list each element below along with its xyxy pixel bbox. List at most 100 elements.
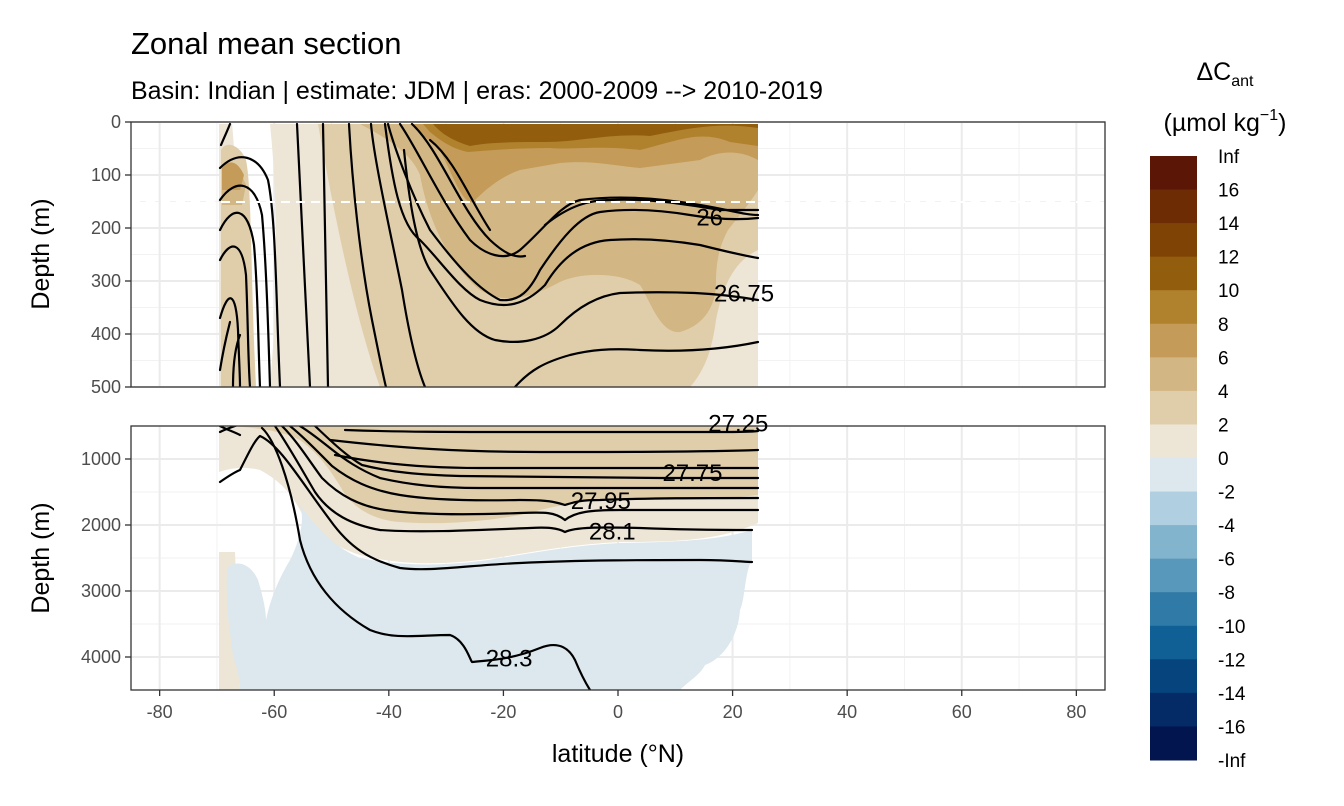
x-tick-label: -60 xyxy=(261,702,287,722)
contour-label: 28.1 xyxy=(589,518,636,545)
legend-label: 10 xyxy=(1218,281,1239,302)
contour-label: 27.95 xyxy=(571,488,631,515)
lower-y-axis: 1000 2000 3000 4000 xyxy=(81,449,131,667)
chart-subtitle: Basin: Indian | estimate: JDM | eras: 20… xyxy=(131,77,823,105)
legend-label: Inf xyxy=(1218,147,1240,168)
legend-swatch xyxy=(1150,491,1197,526)
upper-contour-line xyxy=(410,122,527,258)
legend-label: 8 xyxy=(1218,315,1229,336)
y-tick-label: 1000 xyxy=(81,449,121,469)
y-tick-label: 500 xyxy=(91,377,121,397)
legend-swatch xyxy=(1150,726,1197,761)
x-tick-label: 60 xyxy=(952,702,972,722)
contour-label: 27.25 xyxy=(708,411,768,438)
legend-swatch xyxy=(1150,390,1197,425)
legend-unit-close: ) xyxy=(1278,109,1286,137)
legend-swatch xyxy=(1150,659,1197,694)
legend-swatch xyxy=(1150,290,1197,325)
contour-label: 28.3 xyxy=(486,646,533,673)
x-tick-label: -20 xyxy=(490,702,516,722)
legend-swatch xyxy=(1150,424,1197,459)
lower-contour-line xyxy=(218,434,754,571)
legend-label: -2 xyxy=(1218,483,1235,504)
upper-contour-line xyxy=(218,211,262,387)
contour-label: 26.75 xyxy=(714,281,774,308)
legend-unit-open: (µmol kg xyxy=(1164,109,1260,137)
lower-contour-line xyxy=(273,426,754,534)
lower-contour-line xyxy=(343,428,760,434)
upper-contour-line xyxy=(428,138,492,232)
x-tick-label: 20 xyxy=(723,702,743,722)
upper-fill-10-12 xyxy=(430,124,758,146)
lower-contour-line xyxy=(288,426,760,507)
x-tick-label: 80 xyxy=(1066,702,1086,722)
legend-label: 16 xyxy=(1218,181,1239,202)
legend-label: 12 xyxy=(1218,248,1239,269)
legend-label: -8 xyxy=(1218,583,1235,604)
y-tick-label: 300 xyxy=(91,271,121,291)
legend-label: -16 xyxy=(1218,717,1245,738)
x-tick-label: -40 xyxy=(376,702,402,722)
lower-contour-labels: 27.25 27.75 27.95 28.1 28.3 xyxy=(486,411,769,673)
upper-contour-line xyxy=(295,122,312,387)
upper-contour-line xyxy=(402,148,760,343)
legend-swatch xyxy=(1150,558,1197,593)
lower-y-axis-title: Depth (m) xyxy=(27,502,55,613)
upper-contour-line xyxy=(218,245,252,387)
x-axis: -80 -60 -40 -20 0 20 40 60 80 xyxy=(147,690,1086,722)
upper-contour-line xyxy=(219,122,232,147)
x-tick-label: -80 xyxy=(147,702,173,722)
legend-title-subscript: ant xyxy=(1231,73,1254,90)
legend-swatch xyxy=(1150,458,1197,493)
legend-swatch xyxy=(1150,357,1197,392)
upper-panel-frame xyxy=(130,121,1106,388)
x-tick-label: 40 xyxy=(837,702,857,722)
upper-contour-line xyxy=(383,122,760,307)
upper-y-axis-title: Depth (m) xyxy=(27,198,55,309)
upper-density-contours xyxy=(218,122,760,387)
lower-contour-line xyxy=(298,426,760,490)
contour-label: 27.75 xyxy=(662,460,722,487)
lower-contour-line xyxy=(218,426,242,437)
legend-swatch xyxy=(1150,625,1197,660)
legend-label: 6 xyxy=(1218,348,1229,369)
chart-title: Zonal mean section xyxy=(131,26,402,61)
lower-contour-line xyxy=(218,426,239,434)
lower-contour-line xyxy=(328,438,760,454)
legend-label: 2 xyxy=(1218,415,1229,436)
y-tick-label: 4000 xyxy=(81,647,121,667)
legend-label: -12 xyxy=(1218,650,1245,671)
legend-swatch xyxy=(1150,223,1197,258)
legend-label: -6 xyxy=(1218,550,1235,571)
y-tick-label: 3000 xyxy=(81,581,121,601)
upper-contour-line xyxy=(218,297,242,387)
legend-label: -Inf xyxy=(1218,751,1246,772)
legend-swatch xyxy=(1150,525,1197,560)
upper-y-axis: 0 100 200 300 400 500 xyxy=(91,112,131,397)
legend-swatch xyxy=(1150,189,1197,224)
x-tick-label: 0 xyxy=(613,702,623,722)
legend-swatch xyxy=(1150,323,1197,358)
legend-label: 14 xyxy=(1218,214,1240,235)
y-tick-label: 400 xyxy=(91,324,121,344)
y-tick-label: 100 xyxy=(91,165,121,185)
legend-swatch xyxy=(1150,692,1197,727)
colorbar-legend: ΔCant (µmol kg−1) Inf 16 14 12 10 8 6 4 2 0 -2 -4 -6… xyxy=(1150,58,1286,772)
legend-title: ΔCant xyxy=(1196,58,1254,90)
lower-fill-negative-0-2 xyxy=(226,505,752,690)
lower-contour-line xyxy=(260,426,592,690)
y-tick-label: 200 xyxy=(91,218,121,238)
legend-label: -10 xyxy=(1218,617,1245,638)
legend-labels: Inf 16 14 12 10 8 6 4 2 0 -2 -4 -6 -8 -10 -12 -14 -16 -Inf xyxy=(1218,147,1246,772)
legend-swatch xyxy=(1150,592,1197,627)
legend-unit: (µmol kg−1) xyxy=(1164,107,1287,137)
upper-contour-line xyxy=(513,340,760,387)
upper-contour-line xyxy=(231,333,242,387)
y-tick-label: 0 xyxy=(111,112,121,132)
lower-contour-line xyxy=(280,426,760,522)
legend-title-main: ΔC xyxy=(1196,58,1231,86)
lower-contour-line xyxy=(313,426,760,480)
upper-contour-line xyxy=(369,122,427,387)
y-tick-label: 2000 xyxy=(81,515,121,535)
